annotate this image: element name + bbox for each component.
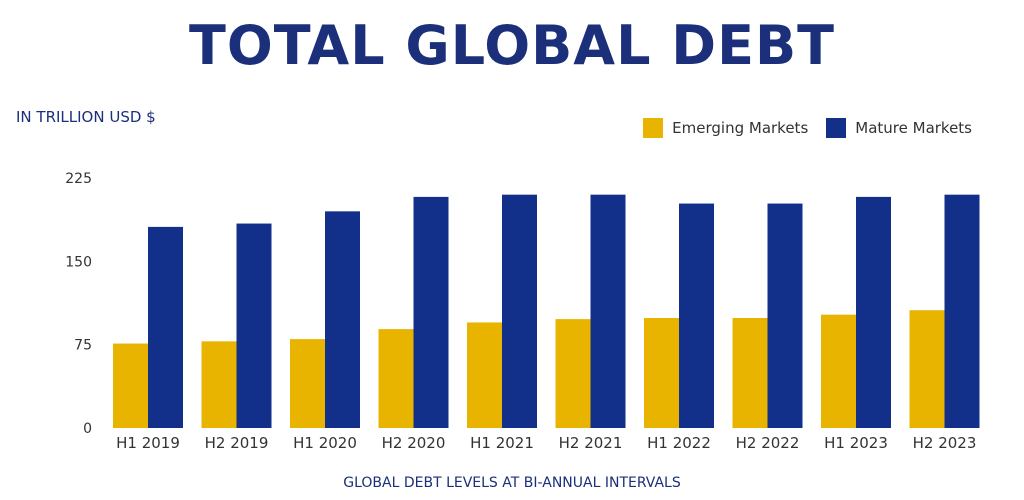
bar-mature-markets xyxy=(325,211,360,428)
legend-label-mature: Mature Markets xyxy=(855,119,972,137)
y-axis-label: IN TRILLION USD $ xyxy=(16,108,156,126)
legend-swatch-emerging xyxy=(643,118,664,138)
bar-mature-markets xyxy=(944,194,980,428)
bar-mature-markets xyxy=(679,203,714,428)
x-tick-label: H2 2021 xyxy=(559,434,623,452)
bar-emerging-markets xyxy=(821,314,856,428)
bar-emerging-markets xyxy=(290,339,325,428)
bar-mature-markets xyxy=(590,194,626,428)
bar-emerging-markets xyxy=(467,322,502,428)
bar-emerging-markets xyxy=(201,341,237,428)
legend: Emerging Markets Mature Markets xyxy=(643,118,972,138)
legend-item-mature: Mature Markets xyxy=(826,118,972,138)
bar-emerging-markets xyxy=(732,318,768,428)
bar-emerging-markets xyxy=(113,343,148,428)
y-tick-label: 0 xyxy=(83,421,92,437)
bar-mature-markets xyxy=(413,196,449,428)
bar-mature-markets xyxy=(148,226,183,428)
chart-title: TOTAL GLOBAL DEBT xyxy=(189,14,835,77)
bar-emerging-markets xyxy=(555,319,591,428)
x-tick-label: H1 2023 xyxy=(824,434,888,452)
y-tick-label: 225 xyxy=(65,171,92,187)
bar-emerging-markets xyxy=(644,318,679,428)
bar-emerging-markets xyxy=(378,329,414,428)
x-tick-label: H2 2022 xyxy=(736,434,800,452)
bar-emerging-markets xyxy=(909,310,945,428)
x-tick-label: H2 2019 xyxy=(205,434,269,452)
bar-mature-markets xyxy=(236,223,272,428)
y-tick-label: 75 xyxy=(74,338,92,354)
y-tick-label: 150 xyxy=(65,254,92,270)
x-tick-label: H1 2022 xyxy=(647,434,711,452)
legend-label-emerging: Emerging Markets xyxy=(672,119,809,137)
x-axis-caption: GLOBAL DEBT LEVELS AT BI-ANNUAL INTERVAL… xyxy=(343,475,681,491)
legend-item-emerging: Emerging Markets xyxy=(643,118,808,138)
bar-mature-markets xyxy=(502,194,537,428)
x-tick-label: H2 2020 xyxy=(382,434,446,452)
bar-mature-markets xyxy=(767,203,803,428)
bar-mature-markets xyxy=(856,196,891,428)
legend-swatch-mature xyxy=(826,118,847,138)
x-tick-label: H2 2023 xyxy=(913,434,977,452)
x-tick-label: H1 2021 xyxy=(470,434,534,452)
x-tick-label: H1 2019 xyxy=(116,434,180,452)
x-tick-label: H1 2020 xyxy=(293,434,357,452)
